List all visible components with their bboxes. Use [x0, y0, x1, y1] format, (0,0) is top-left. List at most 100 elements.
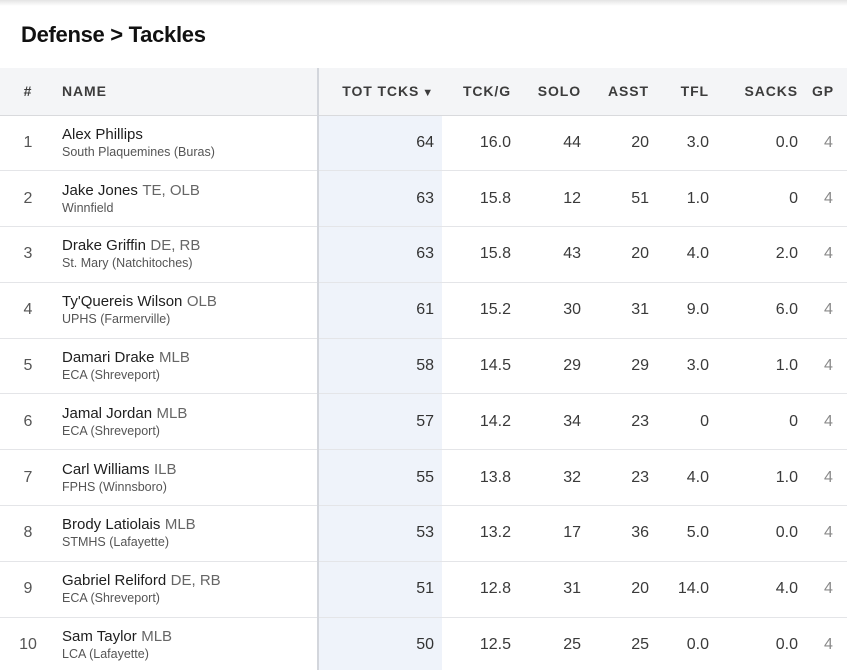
- tck-g-cell: 15.8: [479, 245, 511, 263]
- asst-cell: 51: [631, 189, 649, 207]
- stats-table-container[interactable]: # NAME TOT TCKS ▼ TCK/G SOLO ASST TFL SAC…: [0, 68, 847, 670]
- col-header-name[interactable]: NAME: [56, 68, 318, 116]
- gp-cell: 4: [824, 301, 833, 319]
- asst-cell: 20: [631, 580, 649, 598]
- solo-cell: 12: [563, 189, 581, 207]
- gp-cell: 4: [824, 468, 833, 486]
- solo-cell: 34: [563, 412, 581, 430]
- table-row: 1 Alex Phillips South Plaquemines (Buras…: [0, 115, 847, 171]
- player-name-link[interactable]: Brody Latiolais: [62, 516, 161, 534]
- sacks-cell: 0: [789, 412, 798, 430]
- player-name-link[interactable]: Sam Taylor: [62, 628, 137, 646]
- asst-cell: 20: [631, 133, 649, 151]
- solo-cell: 17: [563, 524, 581, 542]
- gp-cell: 4: [824, 524, 833, 542]
- player-school-link[interactable]: Winnfield: [62, 200, 114, 215]
- player-name-link[interactable]: Damari Drake: [62, 349, 155, 367]
- table-row: 5 Damari Drake MLB ECA (Shreveport) 58 1…: [0, 338, 847, 394]
- tfl-cell: 14.0: [677, 580, 709, 598]
- col-header-tot-tcks[interactable]: TOT TCKS ▼: [317, 68, 442, 116]
- table-row: 9 Gabriel Reliford DE, RB ECA (Shrevepor…: [0, 561, 847, 618]
- sort-desc-icon: ▼: [422, 87, 434, 100]
- player-cell: Alex Phillips South Plaquemines (Buras): [56, 115, 318, 171]
- player-school-link[interactable]: STMHS (Lafayette): [62, 535, 169, 550]
- col-header-tck-g[interactable]: TCK/G: [442, 68, 523, 116]
- player-position: MLB: [141, 628, 173, 646]
- tfl-cell: 1.0: [686, 189, 709, 207]
- player-school-link[interactable]: FPHS (Winnsboro): [62, 479, 167, 494]
- player-cell: Damari Drake MLB ECA (Shreveport): [56, 338, 318, 394]
- rank-cell: 1: [23, 133, 33, 151]
- tot-tcks-cell: 53: [317, 505, 442, 562]
- gp-cell: 4: [824, 133, 833, 151]
- asst-cell: 29: [631, 357, 649, 375]
- player-school-link[interactable]: South Plaquemines (Buras): [62, 144, 215, 159]
- player-cell: Carl Williams ILB FPHS (Winnsboro): [56, 450, 318, 506]
- gp-cell: 4: [824, 580, 833, 598]
- tfl-cell: 0.0: [686, 636, 709, 654]
- solo-cell: 43: [563, 245, 581, 263]
- player-cell: Brody Latiolais MLB STMHS (Lafayette): [56, 506, 318, 562]
- player-position: MLB: [156, 404, 188, 422]
- player-name-link[interactable]: Alex Phillips: [62, 125, 143, 143]
- player-name-link[interactable]: Jamal Jordan: [62, 404, 153, 422]
- tot-tcks-cell: 50: [317, 617, 442, 670]
- rank-cell: 2: [23, 189, 33, 207]
- player-school-link[interactable]: ECA (Shreveport): [62, 423, 160, 438]
- tck-g-cell: 13.8: [479, 468, 511, 486]
- tackles-table: # NAME TOT TCKS ▼ TCK/G SOLO ASST TFL SAC…: [0, 68, 847, 670]
- solo-cell: 32: [563, 468, 581, 486]
- sacks-cell: 4.0: [775, 580, 798, 598]
- player-name-link[interactable]: Drake Griffin: [62, 237, 146, 255]
- col-header-asst[interactable]: ASST: [593, 68, 661, 116]
- sacks-cell: 1.0: [775, 468, 798, 486]
- player-name-link[interactable]: Carl Williams: [62, 460, 150, 478]
- table-row: 7 Carl Williams ILB FPHS (Winnsboro) 55 …: [0, 449, 847, 506]
- col-header-solo[interactable]: SOLO: [523, 68, 593, 116]
- gp-cell: 4: [824, 412, 833, 430]
- col-header-sacks[interactable]: SACKS: [721, 68, 810, 116]
- tck-g-cell: 14.5: [479, 357, 511, 375]
- tot-tcks-cell: 63: [317, 226, 442, 283]
- player-position: TE, OLB: [142, 181, 200, 199]
- player-name-link[interactable]: Gabriel Reliford: [62, 572, 167, 590]
- sacks-cell: 0.0: [775, 133, 798, 151]
- tot-tcks-cell: 58: [317, 338, 442, 394]
- sacks-cell: 6.0: [775, 301, 798, 319]
- asst-cell: 23: [631, 412, 649, 430]
- player-name-link[interactable]: Jake Jones: [62, 181, 138, 199]
- tot-tcks-cell: 61: [317, 282, 442, 339]
- col-header-tfl[interactable]: TFL: [661, 68, 721, 116]
- sacks-cell: 0.0: [775, 524, 798, 542]
- tot-tcks-cell: 57: [317, 393, 442, 450]
- table-row: 4 Ty'Quereis Wilson OLB UPHS (Farmervill…: [0, 282, 847, 339]
- tfl-cell: 5.0: [686, 524, 709, 542]
- sacks-cell: 0: [789, 189, 798, 207]
- player-school-link[interactable]: ECA (Shreveport): [62, 591, 160, 606]
- col-header-gp[interactable]: GP: [810, 68, 847, 116]
- player-school-link[interactable]: St. Mary (Natchitoches): [62, 256, 193, 271]
- sacks-cell: 2.0: [775, 245, 798, 263]
- top-shadow: [0, 0, 847, 6]
- tck-g-cell: 12.5: [479, 636, 511, 654]
- gp-cell: 4: [824, 245, 833, 263]
- tot-tcks-cell: 51: [317, 561, 442, 618]
- rank-cell: 3: [23, 245, 33, 263]
- asst-cell: 23: [631, 468, 649, 486]
- player-school-link[interactable]: LCA (Lafayette): [62, 647, 149, 662]
- tfl-cell: 0: [700, 412, 709, 430]
- player-name-link[interactable]: Ty'Quereis Wilson: [62, 293, 183, 311]
- player-position: DE, RB: [170, 572, 221, 590]
- player-position: ILB: [153, 460, 177, 478]
- col-header-rank[interactable]: #: [0, 68, 56, 116]
- rank-cell: 7: [23, 468, 33, 486]
- tfl-cell: 3.0: [686, 357, 709, 375]
- player-school-link[interactable]: ECA (Shreveport): [62, 368, 160, 383]
- table-row: 8 Brody Latiolais MLB STMHS (Lafayette) …: [0, 505, 847, 562]
- player-school-link[interactable]: UPHS (Farmerville): [62, 312, 171, 327]
- player-position: MLB: [158, 349, 190, 367]
- player-cell: Jake Jones TE, OLB Winnfield: [56, 171, 318, 227]
- page-title: Defense > Tackles: [21, 22, 206, 47]
- col-header-tot-tcks-label: TOT TCKS: [342, 83, 420, 100]
- tck-g-cell: 12.8: [479, 580, 511, 598]
